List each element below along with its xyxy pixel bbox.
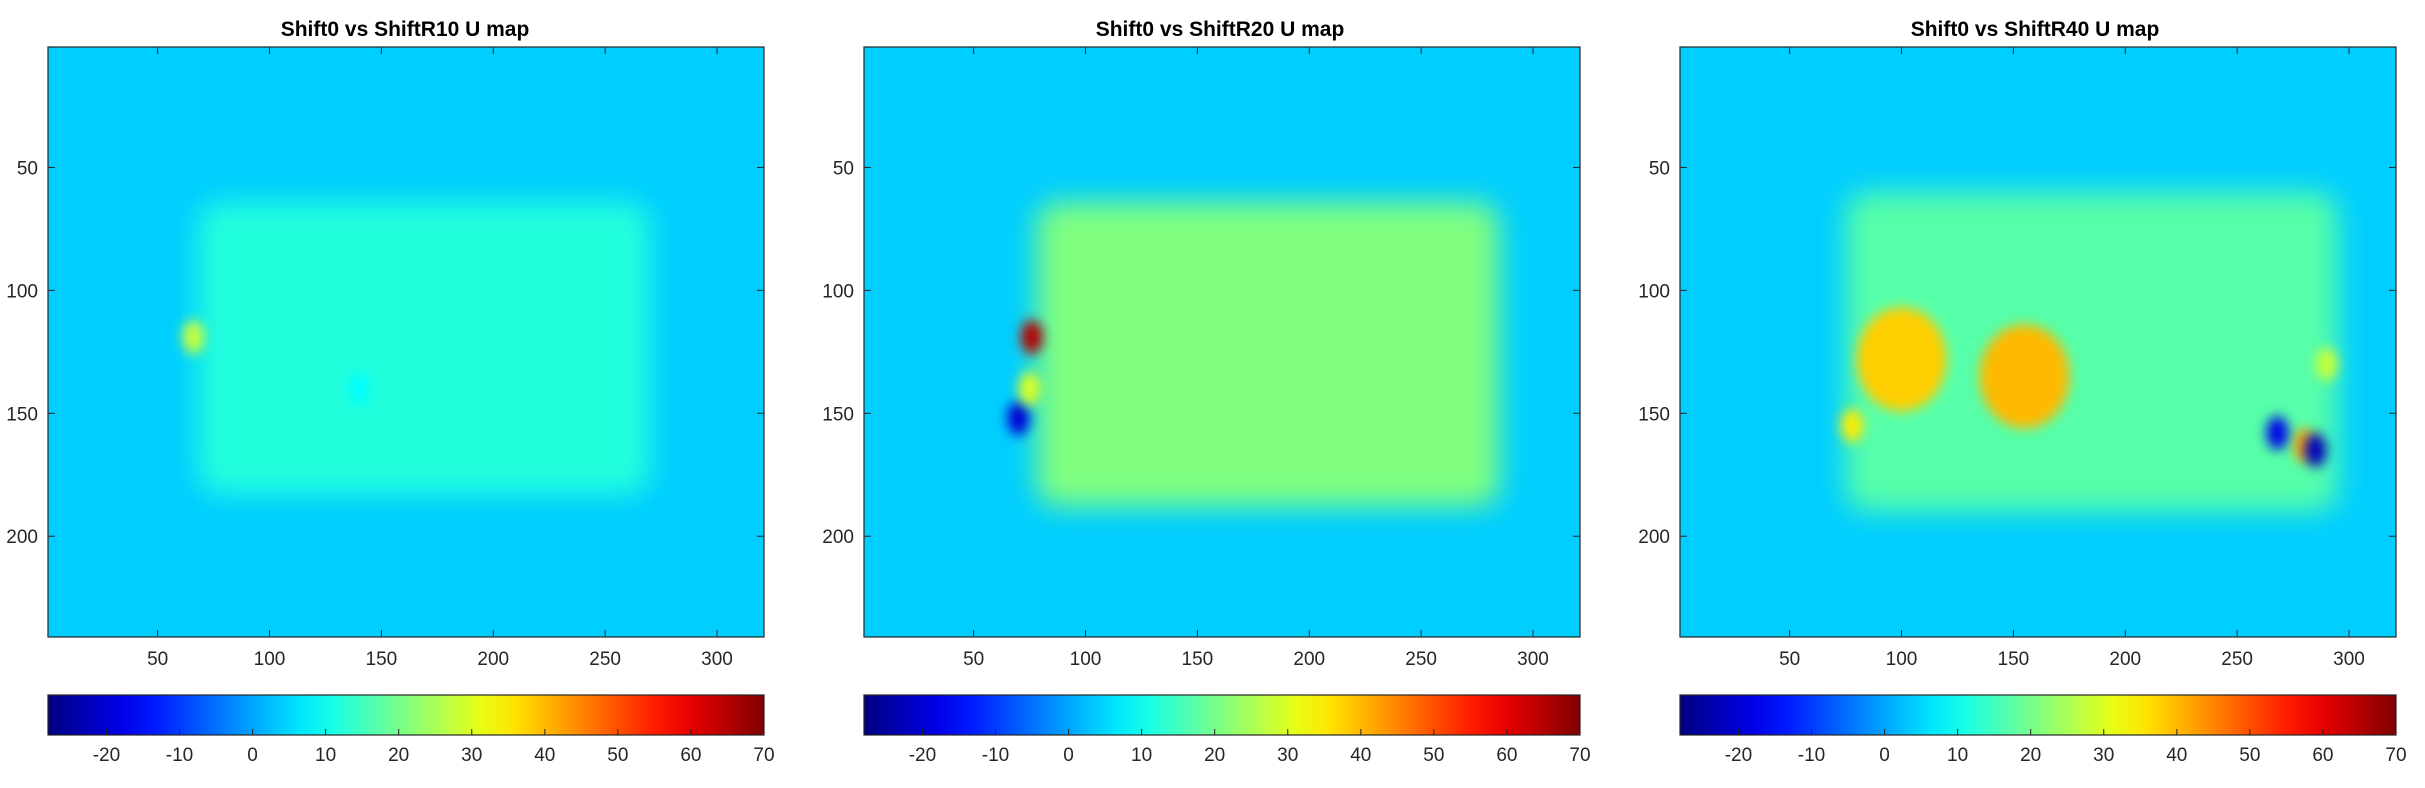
panel-2-hotspot-1 — [1020, 320, 1043, 355]
panel-1-ytick-label: 150 — [6, 404, 38, 425]
panel-1-colorbar-tick-label: 10 — [315, 745, 336, 766]
panel-1-colorbar-tick-label: -10 — [166, 745, 193, 766]
panel-1-colorbar-tick-label: -20 — [93, 745, 120, 766]
panel-1-colorbar-gradient — [47, 694, 765, 736]
panel-2-field — [864, 47, 1580, 637]
panel-1-field — [48, 47, 764, 637]
panel-2-colorbar-tick-label: 70 — [1569, 745, 1590, 766]
panel-2-xtick-label: 200 — [1293, 649, 1325, 670]
panel-3-ytick-label: 200 — [1638, 527, 1670, 548]
panel-1-ytick-label: 50 — [17, 158, 38, 179]
panel-3-ytick-label: 100 — [1638, 281, 1670, 302]
panel-3-colorbar-tick-label: -20 — [1725, 745, 1752, 766]
panel-2-colorbar-tick-label: 40 — [1350, 745, 1371, 766]
panel-1-xtick-label: 50 — [147, 649, 168, 670]
panel-2-xtick-label: 250 — [1405, 649, 1437, 670]
panel-2-colorbar-tick-label: 50 — [1423, 745, 1444, 766]
panel-1-colorbar-tick-label: 50 — [607, 745, 628, 766]
panel-1-colorbar: -20 -10 0 10 20 30 40 50 60 70 — [47, 694, 775, 766]
panel-3-xtick-label: 50 — [1779, 649, 1800, 670]
panel-2-xtick-label: 50 — [963, 649, 984, 670]
panel-2-colorbar-tick-label: -10 — [982, 745, 1009, 766]
panel-3-hotspot-1 — [1979, 324, 2070, 429]
panel-1-title: Shift0 vs ShiftR10 U map — [281, 18, 530, 41]
panel-3-region-1 — [1845, 192, 2338, 512]
panel-2-colorbar-tick-label: -20 — [909, 745, 936, 766]
panel-2-xtick-label: 100 — [1070, 649, 1102, 670]
panel-1-hotspot-2 — [348, 371, 371, 406]
panel-1-xtick-label: 100 — [254, 649, 286, 670]
panel-2-hotspot-3 — [1018, 371, 1041, 406]
panel-2-ytick-label: 50 — [833, 158, 854, 179]
panel-3-ytick-label: 50 — [1649, 158, 1670, 179]
panel-2: Shift0 vs ShiftR20 U map 50 100 150 200 250 3… — [822, 18, 1590, 766]
panel-1-colorbar-tick-label: 30 — [461, 745, 482, 766]
panel-3-hotspot-4 — [1841, 408, 1864, 443]
panel-1-ytick-label: 200 — [6, 527, 38, 548]
panel-3-hotspot-2 — [1856, 307, 1947, 412]
panel-3-axes-frame — [1679, 46, 2397, 638]
panel-3-heatmap: 50 100 150 200 250 300 50 100 150 200 — [1638, 46, 2397, 670]
panel-2-colorbar-gradient — [863, 694, 1581, 736]
panel-1-heatmap: 50 100 150 200 250 300 50 100 150 200 — [6, 46, 765, 670]
panel-1-colorbar-tick-label: 40 — [534, 745, 555, 766]
panel-1-region-1 — [197, 201, 650, 495]
panel-3-xtick-label: 100 — [1886, 649, 1918, 670]
panel-2-colorbar-tick-label: 60 — [1496, 745, 1517, 766]
panel-3-colorbar: -20 -10 0 10 20 30 40 50 60 70 — [1679, 694, 2407, 766]
panel-1-colorbar-tick-label: 70 — [753, 745, 774, 766]
panel-3-colorbar-tick-label: 0 — [1879, 745, 1890, 766]
panel-3-hotspot-5 — [2315, 347, 2338, 382]
panel-3-hotspot-7 — [2304, 433, 2327, 468]
panel-2-ytick-label: 150 — [822, 404, 854, 425]
panel-2-ytick-label: 100 — [822, 281, 854, 302]
panel-1-xtick-label: 300 — [701, 649, 733, 670]
panel-3-colorbar-tick-label: 10 — [1947, 745, 1968, 766]
panel-2-xtick-label: 150 — [1182, 649, 1214, 670]
panel-2-ytick-label: 200 — [822, 527, 854, 548]
panel-3: Shift0 vs ShiftR40 U map 50 100 150 200 250 3… — [1638, 18, 2406, 766]
panel-3-colorbar-gradient — [1679, 694, 2397, 736]
panel-2-region-1 — [1036, 201, 1500, 507]
panel-2-colorbar-tick-label: 20 — [1204, 745, 1225, 766]
panel-2-title: Shift0 vs ShiftR20 U map — [1096, 18, 1345, 41]
panel-3-xtick-label: 300 — [2333, 649, 2365, 670]
panel-3-field — [1680, 47, 2396, 637]
panel-2-xtick-label: 300 — [1517, 649, 1549, 670]
panel-3-hotspot-6 — [2266, 415, 2289, 450]
panel-3-colorbar-tick-label: 20 — [2020, 745, 2041, 766]
panel-3-xtick-label: 250 — [2221, 649, 2253, 670]
panel-2-hotspot-2 — [1007, 401, 1030, 436]
panel-3-colorbar-tick-label: -10 — [1798, 745, 1825, 766]
panel-1-colorbar-tick-label: 0 — [247, 745, 258, 766]
panel-3-colorbar-tick-label: 30 — [2093, 745, 2114, 766]
panel-1-hotspot-1 — [182, 320, 205, 355]
panel-2-colorbar-tick-label: 10 — [1131, 745, 1152, 766]
panel-1: Shift0 vs ShiftR10 U map 50 100 150 200 250 3… — [6, 18, 774, 766]
panel-2-colorbar: -20 -10 0 10 20 30 40 50 60 70 — [863, 694, 1591, 766]
panel-3-xtick-label: 200 — [2109, 649, 2141, 670]
panel-1-colorbar-tick-label: 20 — [388, 745, 409, 766]
panel-1-axes-frame — [47, 46, 765, 638]
panel-3-xtick-label: 150 — [1998, 649, 2030, 670]
panel-3-colorbar-tick-label: 40 — [2166, 745, 2187, 766]
panel-3-colorbar-tick-label: 60 — [2312, 745, 2333, 766]
panel-2-colorbar-tick-label: 30 — [1277, 745, 1298, 766]
panel-2-heatmap: 50 100 150 200 250 300 50 100 150 200 — [822, 46, 1581, 670]
panel-1-colorbar-tick-label: 60 — [680, 745, 701, 766]
panel-1-xtick-label: 250 — [589, 649, 621, 670]
panel-3-ytick-label: 150 — [1638, 404, 1670, 425]
panel-1-xtick-label: 200 — [477, 649, 509, 670]
panel-2-axes-frame — [863, 46, 1581, 638]
panel-1-xtick-label: 150 — [366, 649, 398, 670]
panel-3-title: Shift0 vs ShiftR40 U map — [1911, 18, 2160, 41]
panel-2-colorbar-tick-label: 0 — [1063, 745, 1074, 766]
panel-1-ytick-label: 100 — [6, 281, 38, 302]
panel-3-colorbar-tick-label: 50 — [2239, 745, 2260, 766]
panel-3-colorbar-tick-label: 70 — [2385, 745, 2406, 766]
